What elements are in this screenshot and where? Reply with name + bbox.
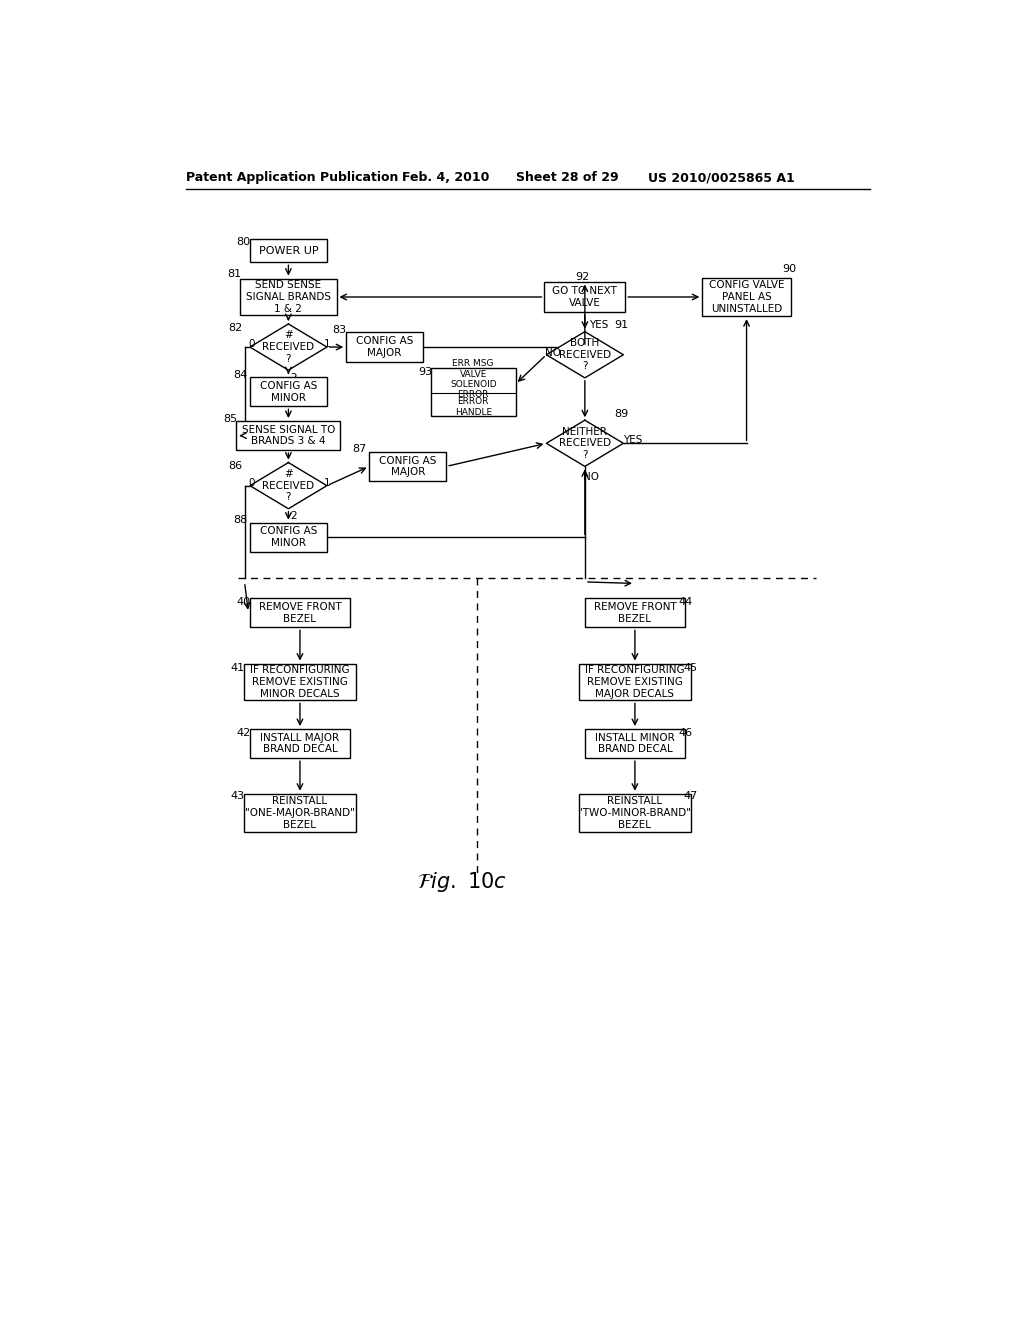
- FancyBboxPatch shape: [250, 729, 350, 758]
- Text: 41: 41: [230, 663, 245, 673]
- Text: 0: 0: [249, 339, 255, 348]
- Text: REINSTALL
"ONE-MAJOR-BRAND"
BEZEL: REINSTALL "ONE-MAJOR-BRAND" BEZEL: [245, 796, 355, 829]
- Text: REINSTALL
"TWO-MINOR-BRAND"
BEZEL: REINSTALL "TWO-MINOR-BRAND" BEZEL: [579, 796, 691, 829]
- FancyBboxPatch shape: [250, 523, 327, 552]
- Text: 85: 85: [223, 413, 238, 424]
- Text: 80: 80: [237, 236, 250, 247]
- FancyBboxPatch shape: [244, 793, 355, 832]
- Polygon shape: [250, 462, 327, 508]
- Text: 43: 43: [230, 791, 245, 801]
- Text: CONFIG AS
MINOR: CONFIG AS MINOR: [260, 381, 317, 403]
- Text: 91: 91: [614, 321, 629, 330]
- Polygon shape: [547, 331, 624, 378]
- Text: 0: 0: [249, 478, 255, 487]
- Text: ERROR
HANDLE: ERROR HANDLE: [455, 397, 492, 417]
- FancyBboxPatch shape: [370, 451, 446, 480]
- Text: 1: 1: [324, 478, 331, 487]
- FancyBboxPatch shape: [241, 279, 337, 315]
- FancyBboxPatch shape: [702, 277, 791, 317]
- Text: 92: 92: [575, 272, 590, 282]
- Text: IF RECONFIGURING
REMOVE EXISTING
MINOR DECALS: IF RECONFIGURING REMOVE EXISTING MINOR D…: [250, 665, 350, 698]
- Polygon shape: [250, 323, 327, 370]
- FancyBboxPatch shape: [585, 598, 685, 627]
- FancyBboxPatch shape: [585, 729, 685, 758]
- Text: 47: 47: [683, 791, 697, 801]
- Text: 84: 84: [233, 370, 247, 380]
- Text: 83: 83: [333, 325, 346, 335]
- FancyBboxPatch shape: [244, 664, 355, 701]
- FancyBboxPatch shape: [346, 333, 423, 362]
- Text: Patent Application Publication: Patent Application Publication: [186, 172, 398, 185]
- Text: YES: YES: [624, 436, 643, 445]
- Text: 88: 88: [233, 515, 247, 525]
- Text: NO: NO: [545, 348, 561, 358]
- Text: ERR MSG
VALVE
SOLENOID
ERROR: ERR MSG VALVE SOLENOID ERROR: [450, 359, 497, 400]
- Text: 46: 46: [678, 727, 692, 738]
- Text: CONFIG VALVE
PANEL AS
UNINSTALLED: CONFIG VALVE PANEL AS UNINSTALLED: [709, 280, 784, 314]
- FancyBboxPatch shape: [250, 598, 350, 627]
- FancyBboxPatch shape: [580, 664, 691, 701]
- Text: REMOVE FRONT
BEZEL: REMOVE FRONT BEZEL: [259, 602, 341, 623]
- Text: 89: 89: [614, 409, 629, 418]
- Text: #
RECEIVED
?: # RECEIVED ?: [262, 330, 314, 363]
- Text: BOTH
RECEIVED
?: BOTH RECEIVED ?: [559, 338, 611, 371]
- Text: 86: 86: [228, 462, 243, 471]
- Text: 40: 40: [237, 597, 251, 607]
- Text: NEITHER
RECEIVED
?: NEITHER RECEIVED ?: [559, 426, 611, 459]
- FancyBboxPatch shape: [545, 281, 626, 313]
- Text: 87: 87: [352, 445, 367, 454]
- Text: GO TO NEXT
VALVE: GO TO NEXT VALVE: [552, 286, 617, 308]
- FancyBboxPatch shape: [580, 793, 691, 832]
- Text: IF RECONFIGURING
REMOVE EXISTING
MAJOR DECALS: IF RECONFIGURING REMOVE EXISTING MAJOR D…: [585, 665, 685, 698]
- Text: POWER UP: POWER UP: [259, 246, 318, 256]
- Text: 45: 45: [683, 663, 697, 673]
- Text: INSTALL MINOR
BRAND DECAL: INSTALL MINOR BRAND DECAL: [595, 733, 675, 755]
- Text: 2: 2: [290, 511, 297, 521]
- Text: 44: 44: [678, 597, 692, 607]
- FancyBboxPatch shape: [431, 368, 515, 416]
- Text: CONFIG AS
MAJOR: CONFIG AS MAJOR: [379, 455, 436, 478]
- Text: 93: 93: [418, 367, 432, 378]
- Text: 1: 1: [324, 339, 331, 348]
- Text: NO: NO: [584, 473, 599, 482]
- Text: 42: 42: [237, 727, 251, 738]
- Text: SEND SENSE
SIGNAL BRANDS
1 & 2: SEND SENSE SIGNAL BRANDS 1 & 2: [246, 280, 331, 314]
- Text: INSTALL MAJOR
BRAND DECAL: INSTALL MAJOR BRAND DECAL: [260, 733, 340, 755]
- Text: 81: 81: [226, 269, 241, 279]
- Text: 2: 2: [290, 372, 297, 383]
- Text: #
RECEIVED
?: # RECEIVED ?: [262, 469, 314, 502]
- Text: CONFIG AS
MINOR: CONFIG AS MINOR: [260, 527, 317, 548]
- Text: SENSE SIGNAL TO
BRANDS 3 & 4: SENSE SIGNAL TO BRANDS 3 & 4: [242, 425, 335, 446]
- FancyBboxPatch shape: [237, 421, 340, 450]
- Text: REMOVE FRONT
BEZEL: REMOVE FRONT BEZEL: [594, 602, 676, 623]
- FancyBboxPatch shape: [250, 239, 327, 263]
- FancyBboxPatch shape: [250, 378, 327, 407]
- Text: Sheet 28 of 29: Sheet 28 of 29: [515, 172, 618, 185]
- Text: YES: YES: [589, 321, 608, 330]
- Text: 90: 90: [782, 264, 796, 275]
- Text: Feb. 4, 2010: Feb. 4, 2010: [401, 172, 489, 185]
- Text: $\mathcal{F}ig.\ 10c$: $\mathcal{F}ig.\ 10c$: [417, 870, 507, 894]
- Text: 82: 82: [228, 323, 243, 333]
- Text: CONFIG AS
MAJOR: CONFIG AS MAJOR: [356, 337, 414, 358]
- Text: US 2010/0025865 A1: US 2010/0025865 A1: [648, 172, 795, 185]
- Polygon shape: [547, 420, 624, 466]
